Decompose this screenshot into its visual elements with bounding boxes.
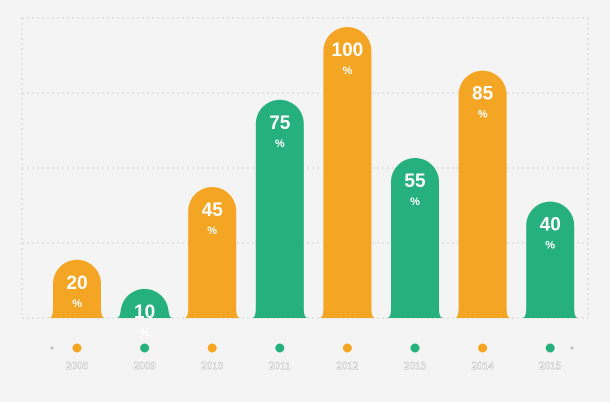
bar-value-label-2014: 85 (472, 84, 494, 105)
tick-label-2015: 2015 (539, 360, 562, 372)
bar-2010 (184, 187, 241, 318)
tick-label-2010: 2010 (201, 360, 224, 372)
bar-2013 (387, 157, 443, 318)
bar-value-label-2011: 75 (269, 113, 291, 134)
tick-label-2011: 2011 (269, 360, 291, 372)
bar-value-label-2013: 55 (404, 171, 426, 192)
bar-2012 (319, 27, 376, 318)
tick-label-2008: 2008 (66, 360, 89, 372)
bar-value-label-2008: 20 (66, 273, 87, 294)
bar-percent-label-2011: % (275, 138, 285, 150)
axis-end-dot-left (50, 346, 54, 350)
bar-2009 (116, 288, 173, 318)
axis-end-dot-right (570, 346, 574, 350)
bar-2011 (251, 99, 308, 318)
x-axis: 2008 2009 2010 2011 2012 2013 2014 2015 (50, 343, 574, 372)
bar-percent-label-2010: % (207, 225, 217, 237)
marker-2010 (207, 343, 217, 353)
bar-percent-label-2008: % (72, 298, 82, 310)
marker-2015 (545, 343, 555, 353)
bars: 20% 10% 45% 75% 100% 55% 85% 40% (49, 27, 579, 339)
bar-percent-label-2014: % (478, 109, 488, 121)
bar-percent-label-2015: % (545, 240, 555, 252)
marker-2008 (72, 343, 82, 353)
bar-2008 (49, 259, 105, 318)
bar-percent-label-2013: % (410, 196, 420, 208)
marker-2011 (275, 343, 285, 353)
bar-value-label-2015: 40 (540, 215, 561, 236)
marker-2013 (410, 343, 420, 353)
tick-label-2012: 2012 (336, 360, 358, 372)
tick-label-2014: 2014 (472, 360, 495, 372)
bar-percent-label-2009: % (140, 327, 150, 339)
tick-label-2009: 2009 (134, 360, 157, 372)
marker-2012 (342, 343, 352, 353)
bar-value-label-2010: 45 (202, 200, 224, 221)
bar-percent-label-2012: % (343, 65, 353, 77)
tick-label-2013: 2013 (404, 360, 427, 372)
marker-2009 (140, 343, 150, 353)
bar-value-label-2012: 100 (332, 40, 364, 61)
marker-2014 (478, 343, 488, 353)
bar-2014 (454, 70, 511, 319)
bar-value-label-2009: 10 (134, 302, 155, 323)
bar-2015 (522, 201, 579, 318)
